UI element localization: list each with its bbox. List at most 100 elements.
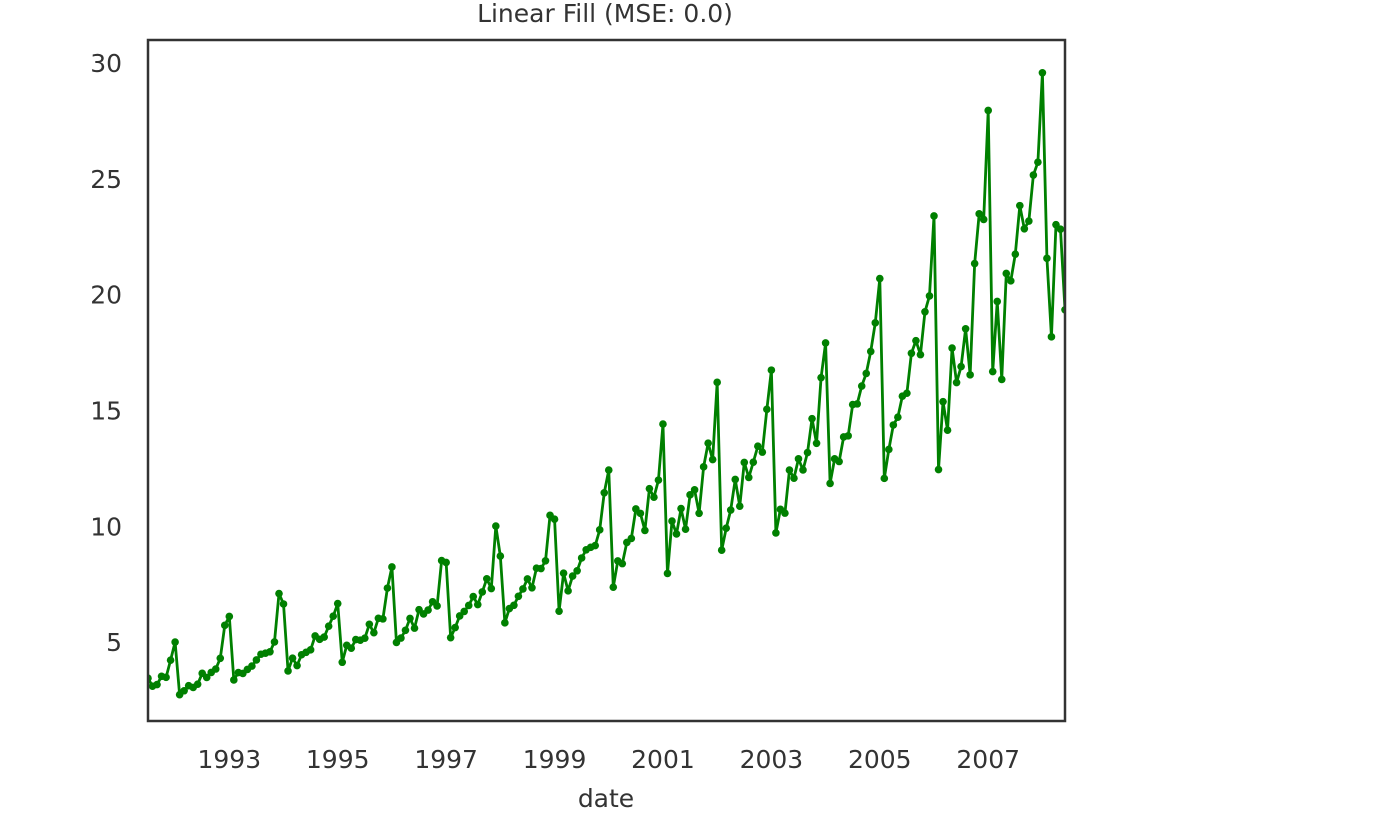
point	[993, 297, 1002, 306]
point	[627, 534, 636, 543]
point	[731, 475, 740, 484]
point	[875, 274, 884, 283]
x-tick-label: 1993	[197, 745, 261, 774]
point	[1011, 250, 1020, 258]
point	[555, 607, 563, 615]
point	[537, 564, 545, 573]
point	[365, 620, 374, 629]
point	[618, 559, 627, 568]
point	[496, 552, 505, 560]
point	[704, 439, 712, 447]
point	[306, 646, 315, 654]
point	[609, 583, 618, 591]
y-tick-label: 10	[90, 512, 122, 541]
point	[880, 474, 889, 483]
y-tick-label: 15	[90, 396, 122, 425]
point	[478, 588, 487, 596]
point	[1016, 201, 1024, 210]
y-tick-label: 20	[90, 281, 122, 310]
point	[695, 509, 703, 518]
point	[270, 638, 279, 646]
point	[772, 529, 780, 537]
x-axis-label: date	[578, 784, 634, 813]
point	[921, 307, 929, 316]
point	[957, 362, 965, 371]
y-tick-label: 25	[90, 165, 122, 194]
x-tick-label: 1997	[414, 745, 478, 774]
point	[1020, 224, 1029, 233]
point	[844, 432, 852, 440]
point	[595, 526, 604, 534]
point	[171, 638, 179, 646]
point	[492, 522, 500, 530]
point	[952, 378, 961, 387]
point	[370, 628, 378, 637]
point	[1056, 225, 1065, 233]
point	[573, 566, 581, 575]
point	[912, 336, 920, 345]
point	[347, 644, 356, 652]
point	[591, 541, 600, 550]
point	[781, 509, 789, 517]
point	[984, 106, 993, 115]
point	[433, 602, 441, 610]
point	[690, 486, 699, 494]
point	[523, 575, 532, 583]
point	[758, 448, 767, 456]
x-tick-label: 2001	[631, 745, 695, 774]
point	[650, 493, 658, 502]
point	[510, 601, 518, 610]
point	[153, 680, 161, 689]
point	[469, 592, 478, 601]
point	[966, 371, 974, 379]
point	[975, 210, 983, 218]
point	[406, 614, 414, 623]
point	[284, 667, 292, 675]
point	[293, 661, 301, 670]
point	[713, 378, 721, 387]
point	[338, 658, 347, 667]
point	[514, 592, 523, 601]
point	[473, 600, 482, 609]
point	[853, 400, 862, 408]
chart-title: Linear Fill (MSE: 0.0)	[477, 0, 733, 28]
point	[383, 584, 392, 592]
point	[216, 654, 225, 663]
point	[1034, 158, 1042, 166]
point	[1002, 269, 1011, 278]
point	[451, 623, 459, 632]
point	[180, 686, 188, 695]
point	[1047, 333, 1056, 341]
point	[799, 466, 807, 474]
point	[686, 491, 694, 499]
point	[162, 673, 170, 682]
point	[808, 414, 816, 423]
point	[708, 455, 717, 464]
point	[193, 680, 202, 688]
point	[288, 654, 297, 662]
point	[460, 607, 469, 616]
point	[379, 615, 387, 623]
point	[826, 479, 834, 488]
point	[659, 420, 667, 428]
point	[907, 349, 916, 358]
point	[501, 619, 509, 627]
point	[636, 509, 645, 518]
point	[1029, 171, 1038, 179]
point	[885, 445, 893, 454]
point	[446, 633, 455, 642]
point	[464, 601, 473, 610]
point	[821, 339, 830, 347]
point	[803, 448, 812, 457]
point	[726, 506, 735, 514]
point	[320, 633, 328, 641]
point	[794, 455, 803, 463]
point	[577, 554, 586, 562]
point	[943, 426, 952, 435]
x-tick-label: 1999	[523, 745, 587, 774]
point	[866, 347, 875, 356]
point	[202, 673, 211, 682]
y-tick-label: 5	[106, 628, 122, 657]
point	[812, 439, 821, 448]
point	[903, 389, 911, 398]
